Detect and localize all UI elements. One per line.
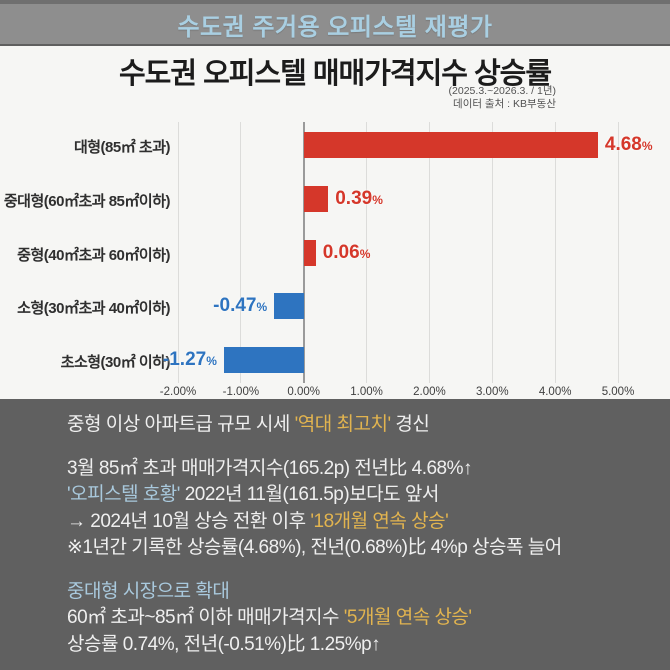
- percent-sign: %: [372, 193, 383, 207]
- bar: [303, 186, 329, 212]
- bar: [274, 293, 304, 319]
- x-axis-tick-label: 0.00%: [287, 386, 320, 398]
- note-highlight: '오피스텔 호황': [67, 484, 180, 505]
- note-highlight: '18개월 연속 상승': [310, 510, 449, 532]
- note-text: 2022년 11월(161.5p)보다도 앞서: [179, 484, 440, 505]
- x-axis-tick-label: 5.00%: [601, 386, 635, 398]
- chart-period-note: (2025.3.~2026.3. / 1년): [448, 85, 556, 97]
- bar: [223, 347, 304, 373]
- bar-chart: -2.00% -1.00% 0.00% 1.00% 2.00% 3.00% 4.00% 5.0…: [0, 46, 670, 399]
- value-label: -1.27%: [163, 348, 217, 373]
- note-line: 중형 이상 아파트급 규모 시세 '역대 최고치' 경신: [67, 412, 650, 439]
- category-label: 대형(85㎡ 초과): [73, 139, 171, 156]
- category-label: 초소형(30㎡ 이하): [60, 354, 171, 371]
- value-label: 0.39%: [335, 187, 383, 212]
- x-axis-tick-label: -2.00%: [159, 386, 197, 398]
- note-paragraph: 중대형 시장으로 확대 60㎡ 초과~85㎡ 이하 매매가격지수 '5개월 연속 …: [67, 579, 650, 659]
- value-label: 4.68%: [605, 133, 653, 158]
- chart-title: 수도권 오피스텔 매매가격지수 상승률: [118, 58, 552, 90]
- gridline: [177, 122, 179, 383]
- note-text: 상승률 0.74%, 전년(-0.51%)比 1.25%p↑: [67, 633, 381, 655]
- gridline: [491, 122, 493, 383]
- gridline: [554, 122, 556, 383]
- note-highlight: '역대 최고치': [294, 414, 391, 435]
- percent-sign: %: [256, 300, 268, 314]
- note-line: 3월 85㎡ 초과 매매가격지수(165.2p) 전년比 4.68%↑: [67, 456, 650, 483]
- value-label: -0.47%: [213, 294, 267, 319]
- gridline: [428, 122, 430, 383]
- value-number: -0.47: [213, 295, 257, 316]
- percent-sign: %: [641, 139, 653, 153]
- note-line: → 2024년 10월 상승 전환 이후 '18개월 연속 상승': [67, 509, 650, 536]
- bar: [303, 132, 598, 158]
- value-number: 4.68: [604, 134, 642, 155]
- value-number: 0.06: [322, 242, 360, 263]
- gridline: [617, 122, 619, 383]
- page-title: 수도권 주거용 오피스텔 재평가: [177, 13, 493, 41]
- note-line: 중대형 시장으로 확대: [67, 579, 650, 606]
- percent-sign: %: [206, 354, 217, 368]
- note-paragraph: 중형 이상 아파트급 규모 시세 '역대 최고치' 경신: [67, 412, 650, 439]
- chart-source-note: 데이터 출처 : KB부동산: [453, 98, 556, 110]
- note-highlight: '5개월 연속 상승': [343, 607, 472, 628]
- gridline: [366, 122, 368, 383]
- header-banner: 수도권 주거용 오피스텔 재평가: [0, 0, 670, 46]
- value-number: -1.27: [162, 349, 207, 370]
- notes-section: 중형 이상 아파트급 규모 시세 '역대 최고치' 경신 3월 85㎡ 초과 매매…: [0, 399, 670, 670]
- x-axis-tick-label: 3.00%: [475, 386, 509, 398]
- note-line: 60㎡ 초과~85㎡ 이하 매매가격지수 '5개월 연속 상승': [67, 605, 650, 632]
- note-highlight: 중대형 시장으로 확대: [67, 580, 230, 602]
- note-text: ※1년간 기록한 상승률(4.68%), 전년(0.68%)比 4%p 상승폭 …: [67, 537, 562, 558]
- x-axis-tick-label: -1.00%: [222, 386, 260, 398]
- bar: [303, 240, 316, 266]
- category-label: 중대형(60㎡초과 85㎡이하): [3, 193, 171, 210]
- note-text: → 2024년 10월 상승 전환 이후: [67, 510, 311, 532]
- note-text: 경신: [390, 414, 430, 435]
- value-number: 0.39: [335, 188, 373, 209]
- value-label: 0.06%: [323, 241, 371, 266]
- note-text: 중형 이상 아파트급 규모 시세: [67, 414, 295, 435]
- category-label: 소형(30㎡초과 40㎡이하): [17, 300, 170, 317]
- x-axis-tick-label: 1.00%: [350, 386, 383, 398]
- x-axis-tick-label: 2.00%: [413, 386, 446, 398]
- category-label: 중형(40㎡초과 60㎡이하): [17, 247, 170, 264]
- note-line: 상승률 0.74%, 전년(-0.51%)比 1.25%p↑: [67, 632, 650, 659]
- note-line: ※1년간 기록한 상승률(4.68%), 전년(0.68%)比 4%p 상승폭 …: [67, 535, 650, 562]
- percent-sign: %: [359, 247, 371, 261]
- note-paragraph: 3월 85㎡ 초과 매매가격지수(165.2p) 전년比 4.68%↑ '오피스텔…: [67, 456, 650, 562]
- note-text: 60㎡ 초과~85㎡ 이하 매매가격지수: [67, 607, 344, 628]
- chart-subtitle: (2025.3.~2026.3. / 1년) 데이터 출처 : KB부동산: [449, 85, 556, 111]
- note-line: '오피스텔 호황' 2022년 11월(161.5p)보다도 앞서: [67, 482, 650, 509]
- gridline: [240, 122, 242, 383]
- note-text: 3월 85㎡ 초과 매매가격지수(165.2p) 전년比 4.68%↑: [67, 457, 473, 479]
- x-axis-tick-label: 4.00%: [538, 386, 572, 398]
- chart-section: 수도권 오피스텔 매매가격지수 상승률 (2025.3.~2026.3. / 1…: [0, 46, 670, 399]
